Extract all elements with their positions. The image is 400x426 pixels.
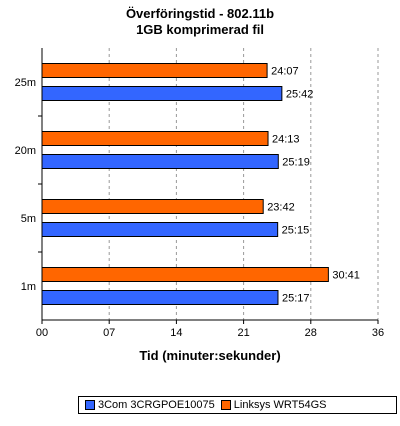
x-axis-title: Tid (minuter:sekunder) xyxy=(139,348,280,363)
legend-label: Linksys WRT54GS xyxy=(233,399,327,411)
data-label-3com: 25:19 xyxy=(282,157,310,169)
legend-swatch xyxy=(85,400,95,410)
x-tick-label: 00 xyxy=(36,327,48,339)
bar-linksys xyxy=(41,267,329,282)
y-tick-label: 25m xyxy=(15,77,36,89)
y-tick-label: 20m xyxy=(15,145,36,157)
chart-legend: 3Com 3CRGPOE10075 Linksys WRT54GS xyxy=(78,396,397,414)
chart-title: Överföringstid - 802.11b xyxy=(125,6,275,21)
data-label-3com: 25:15 xyxy=(282,225,310,237)
chart-subtitle: 1GB komprimerad fil xyxy=(136,22,264,37)
data-label-3com: 25:17 xyxy=(282,293,310,305)
x-tick-label: 21 xyxy=(237,327,249,339)
x-tick-label: 28 xyxy=(305,327,317,339)
legend-label: 3Com 3CRGPOE10075 xyxy=(98,399,215,411)
bar-3com xyxy=(41,290,279,305)
x-tick-label: 36 xyxy=(372,327,384,339)
legend-item: 3Com 3CRGPOE10075 xyxy=(85,399,215,411)
bar-3com xyxy=(41,222,279,237)
data-label-linksys: 30:41 xyxy=(332,270,360,282)
bar-linksys xyxy=(41,199,264,214)
y-tick-label: 5m xyxy=(21,213,36,225)
legend-item: Linksys WRT54GS xyxy=(220,399,327,411)
x-tick-label: 07 xyxy=(103,327,115,339)
data-label-linksys: 24:07 xyxy=(271,66,299,78)
y-tick-label: 1m xyxy=(21,281,36,293)
x-tick-label: 14 xyxy=(170,327,182,339)
data-label-3com: 25:42 xyxy=(286,89,314,101)
bar-linksys xyxy=(41,63,268,78)
bar-3com xyxy=(41,86,283,101)
data-label-linksys: 24:13 xyxy=(272,134,300,146)
bar-linksys xyxy=(41,131,269,146)
data-label-linksys: 23:42 xyxy=(267,202,295,214)
chart-title-block: Överföringstid - 802.11b 1GB komprimerad… xyxy=(0,6,400,38)
bar-3com xyxy=(41,154,279,169)
legend-swatch xyxy=(220,400,231,410)
